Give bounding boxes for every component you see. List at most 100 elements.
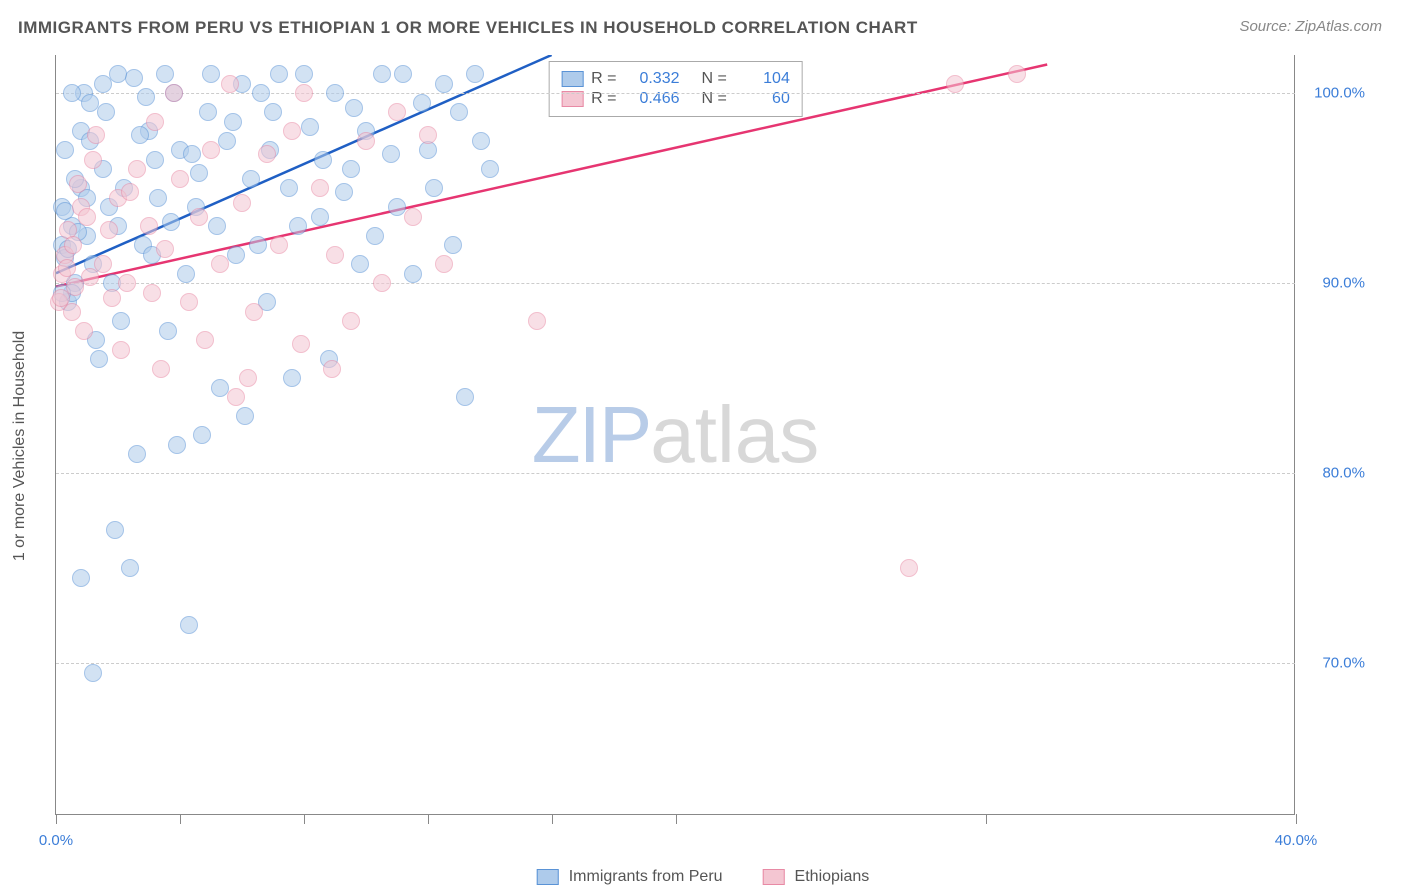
x-tick <box>552 814 553 824</box>
scatter-point-peru <box>190 164 208 182</box>
scatter-point-peru <box>131 126 149 144</box>
gridline-h <box>56 663 1295 664</box>
scatter-point-ethiopian <box>342 312 360 330</box>
scatter-point-ethiopian <box>900 559 918 577</box>
scatter-point-peru <box>264 103 282 121</box>
scatter-point-ethiopian <box>152 360 170 378</box>
scatter-point-peru <box>283 369 301 387</box>
scatter-point-peru <box>435 75 453 93</box>
scatter-point-ethiopian <box>946 75 964 93</box>
scatter-point-ethiopian <box>323 360 341 378</box>
scatter-point-peru <box>208 217 226 235</box>
scatter-point-ethiopian <box>81 268 99 286</box>
scatter-point-ethiopian <box>326 246 344 264</box>
gridline-h <box>56 93 1295 94</box>
scatter-point-ethiopian <box>245 303 263 321</box>
scatter-point-peru <box>146 151 164 169</box>
scatter-point-peru <box>252 84 270 102</box>
scatter-point-peru <box>311 208 329 226</box>
watermark-zip: ZIP <box>532 390 650 479</box>
scatter-point-peru <box>159 322 177 340</box>
scatter-point-peru <box>301 118 319 136</box>
scatter-point-ethiopian <box>100 221 118 239</box>
scatter-point-peru <box>295 65 313 83</box>
scatter-point-peru <box>242 170 260 188</box>
gridline-h <box>56 283 1295 284</box>
series-legend: Immigrants from Peru Ethiopians <box>537 868 870 886</box>
x-tick <box>180 814 181 824</box>
y-tick-label: 70.0% <box>1322 655 1365 672</box>
scatter-point-ethiopian <box>357 132 375 150</box>
scatter-point-peru <box>345 99 363 117</box>
scatter-point-peru <box>335 183 353 201</box>
scatter-point-peru <box>373 65 391 83</box>
scatter-point-ethiopian <box>156 240 174 258</box>
trend-lines <box>56 55 1295 814</box>
scatter-point-ethiopian <box>202 141 220 159</box>
scatter-point-ethiopian <box>84 151 102 169</box>
legend-item-peru: Immigrants from Peru <box>537 868 723 886</box>
scatter-point-peru <box>81 94 99 112</box>
scatter-point-ethiopian <box>75 322 93 340</box>
scatter-point-peru <box>56 141 74 159</box>
scatter-point-peru <box>125 69 143 87</box>
scatter-point-ethiopian <box>69 175 87 193</box>
scatter-point-ethiopian <box>419 126 437 144</box>
scatter-point-ethiopian <box>227 388 245 406</box>
scatter-point-ethiopian <box>58 259 76 277</box>
scatter-point-ethiopian <box>171 170 189 188</box>
scatter-point-ethiopian <box>118 274 136 292</box>
legend-item-ethiopian: Ethiopians <box>763 868 870 886</box>
chart-title: IMMIGRANTS FROM PERU VS ETHIOPIAN 1 OR M… <box>18 18 918 38</box>
scatter-point-ethiopian <box>165 84 183 102</box>
scatter-point-ethiopian <box>388 103 406 121</box>
scatter-point-peru <box>112 312 130 330</box>
scatter-point-ethiopian <box>180 293 198 311</box>
scatter-point-ethiopian <box>52 289 70 307</box>
scatter-point-ethiopian <box>211 255 229 273</box>
scatter-point-ethiopian <box>1008 65 1026 83</box>
scatter-point-ethiopian <box>258 145 276 163</box>
scatter-point-peru <box>121 559 139 577</box>
scatter-point-peru <box>444 236 462 254</box>
scatter-point-ethiopian <box>128 160 146 178</box>
scatter-point-peru <box>202 65 220 83</box>
scatter-point-ethiopian <box>103 289 121 307</box>
scatter-point-peru <box>183 145 201 163</box>
scatter-point-ethiopian <box>112 341 130 359</box>
watermark-atlas: atlas <box>650 390 819 479</box>
scatter-point-peru <box>97 103 115 121</box>
scatter-point-peru <box>394 65 412 83</box>
scatter-point-ethiopian <box>143 284 161 302</box>
x-tick <box>986 814 987 824</box>
x-tick-label: 0.0% <box>39 832 73 849</box>
y-tick-label: 100.0% <box>1314 85 1365 102</box>
x-tick <box>56 814 57 824</box>
source-label: Source: ZipAtlas.com <box>1239 18 1382 35</box>
scatter-point-ethiopian <box>435 255 453 273</box>
x-tick <box>304 814 305 824</box>
scatter-point-ethiopian <box>196 331 214 349</box>
scatter-point-peru <box>270 65 288 83</box>
scatter-point-ethiopian <box>239 369 257 387</box>
plot-area: ZIPatlas R = 0.332 N = 104 R = 0.466 N =… <box>55 55 1295 815</box>
scatter-point-peru <box>382 145 400 163</box>
scatter-point-peru <box>84 664 102 682</box>
legend-row-peru: R = 0.332 N = 104 <box>561 70 790 88</box>
legend-label-peru: Immigrants from Peru <box>569 868 723 886</box>
scatter-point-peru <box>425 179 443 197</box>
x-tick <box>1296 814 1297 824</box>
correlation-legend: R = 0.332 N = 104 R = 0.466 N = 60 <box>548 61 803 117</box>
scatter-point-peru <box>162 213 180 231</box>
scatter-point-peru <box>224 113 242 131</box>
scatter-point-peru <box>351 255 369 273</box>
scatter-point-ethiopian <box>87 126 105 144</box>
scatter-point-peru <box>472 132 490 150</box>
n-label-peru: N = <box>702 70 727 88</box>
scatter-point-ethiopian <box>295 84 313 102</box>
swatch-peru <box>561 71 583 87</box>
watermark: ZIPatlas <box>532 389 819 481</box>
r-value-peru: 0.332 <box>625 70 680 88</box>
scatter-point-ethiopian <box>64 236 82 254</box>
x-tick <box>428 814 429 824</box>
